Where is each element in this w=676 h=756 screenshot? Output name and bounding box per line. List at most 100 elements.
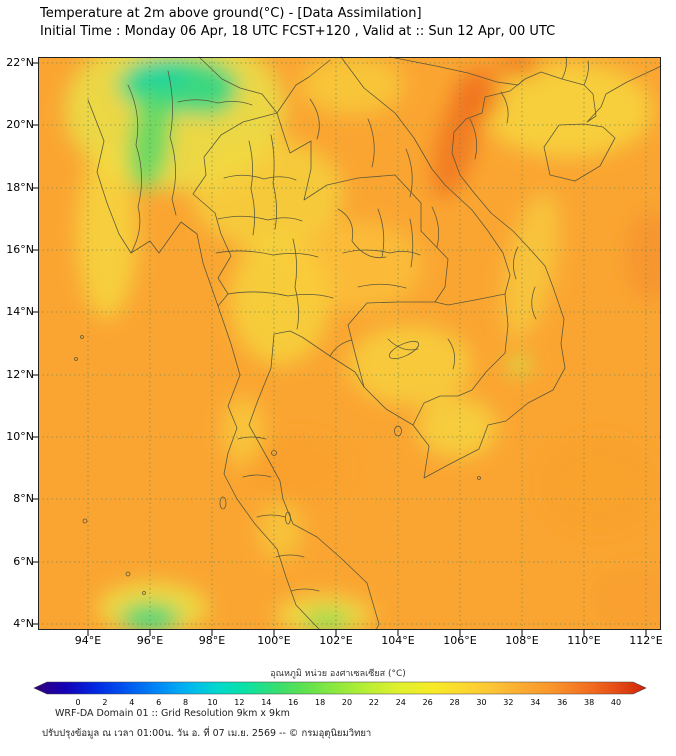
colorbar-tick-label: 10: [207, 698, 218, 707]
lat-tick-label: 22°N: [6, 56, 34, 69]
colorbar-tick-label: 2: [102, 698, 108, 707]
province-line: [405, 148, 413, 198]
hainan-island-outline: [543, 123, 616, 182]
province-line: [275, 554, 305, 558]
lat-tick-label: 16°N: [6, 243, 34, 256]
island-samui: [271, 450, 277, 456]
province-line: [309, 98, 320, 140]
country-province-boundaries: [74, 56, 662, 631]
temperature-blob: [483, 62, 653, 158]
border-laos-cambodia: [434, 293, 506, 306]
lat-tick-label: 4°N: [13, 617, 34, 630]
border-myanmar-china: [198, 56, 278, 114]
colorbar-tick-label: 22: [368, 698, 379, 707]
temperature-blob: [293, 221, 423, 311]
province-line: [329, 339, 353, 357]
colorbar-tick-label: 38: [584, 698, 595, 707]
province-line: [500, 91, 509, 124]
songkhla-lake: [285, 511, 291, 525]
colorbar-tick-label: 12: [234, 698, 245, 707]
border-vietnam-china: [389, 56, 526, 86]
border-laos-china: [276, 59, 331, 114]
temperature-blob: [626, 211, 661, 301]
temperature-blob: [303, 611, 351, 630]
province-line: [342, 249, 421, 256]
province-line: [357, 283, 407, 289]
axis-tickmarks: [32, 62, 647, 636]
colorbar-tick-label: 4: [129, 698, 135, 707]
temperature-blob: [77, 149, 137, 319]
colorbar-tick-label: 18: [315, 698, 326, 707]
temperature-map-svg: [32, 56, 662, 636]
lat-tick-label: 14°N: [6, 305, 34, 318]
coastline-west: [87, 99, 321, 631]
colorbar-tick-label: 8: [183, 698, 189, 707]
province-line: [127, 84, 142, 254]
temperature-blob: [300, 57, 404, 115]
chart-subtitle: Initial Time : Monday 06 Apr, 18 UTC FCS…: [40, 24, 556, 39]
province-line: [431, 206, 440, 248]
lat-tick-label: 10°N: [6, 430, 34, 443]
province-line: [217, 215, 303, 222]
small-island: [125, 571, 131, 577]
coastline-east: [248, 65, 662, 631]
province-line: [469, 118, 478, 160]
province-line: [292, 238, 299, 330]
temperature-blob: [592, 565, 661, 630]
colorbar-tick-label: 36: [557, 698, 568, 707]
small-island: [142, 591, 146, 595]
temperature-blob: [417, 398, 497, 458]
temperature-blob: [120, 604, 180, 630]
province-line: [531, 286, 537, 320]
footer-update-info: ปรับปรุงข้อมูล ณ เวลา 01:00น. วัน อ. ที่…: [42, 728, 372, 739]
temperature-blob: [249, 433, 349, 503]
temperature-blob: [497, 57, 541, 77]
gridlines: [38, 57, 661, 630]
province-line: [270, 134, 277, 230]
colorbar-tick-label: 40: [610, 698, 622, 707]
map-plot-area: [32, 56, 662, 636]
island-phuket: [219, 496, 227, 510]
temperature-blob: [506, 356, 532, 374]
province-line: [367, 118, 375, 168]
border-myanmar-thailand: [192, 112, 278, 307]
lat-tick-label: 6°N: [13, 555, 34, 568]
temperature-blob: [129, 91, 171, 191]
chart-title: Temperature at 2m above ground(°C) - [Da…: [40, 6, 422, 21]
small-island: [80, 335, 84, 339]
colorbar-tick-label: 32: [503, 698, 514, 707]
island-phu-quoc: [394, 425, 402, 437]
province-line: [561, 56, 567, 80]
temperature-blob: [258, 501, 302, 561]
temperature-blob: [193, 139, 343, 249]
colorbar-gradient-bar: [33, 681, 647, 695]
colorbar-tick-label: 26: [422, 698, 433, 707]
colorbar-tick-label: 6: [156, 698, 162, 707]
colorbar-tick-label: 16: [288, 698, 299, 707]
temperature-blob: [502, 192, 560, 340]
footer-domain-info: WRF-DA Domain 01 :: Grid Resolution 9km …: [55, 708, 290, 719]
temperature-blob: [455, 68, 503, 120]
province-line: [513, 246, 519, 280]
province-line: [242, 474, 272, 478]
colorbar-tick-label: 24: [395, 698, 406, 707]
colorbar-tick-label: 14: [261, 698, 272, 707]
border-cambodia-vietnam: [412, 293, 509, 426]
border-thailand-cambodia: [347, 301, 436, 388]
colorbar-tick-label: 0: [75, 698, 81, 707]
tonle-sap-lake: [388, 340, 420, 360]
province-line: [337, 208, 387, 259]
border-laos-vietnam: [340, 56, 511, 295]
temperature-blob: [129, 59, 189, 87]
province-line: [215, 250, 319, 258]
colorbar-tick-label: 34: [530, 698, 541, 707]
province-line: [248, 140, 255, 236]
small-island: [74, 357, 78, 361]
small-island: [82, 518, 88, 524]
province-line: [409, 218, 414, 268]
lat-tick-label: 20°N: [6, 118, 34, 131]
map-border: [38, 57, 661, 630]
province-line: [377, 208, 385, 258]
province-line: [237, 436, 267, 440]
border-thailand-laos: [276, 112, 449, 303]
